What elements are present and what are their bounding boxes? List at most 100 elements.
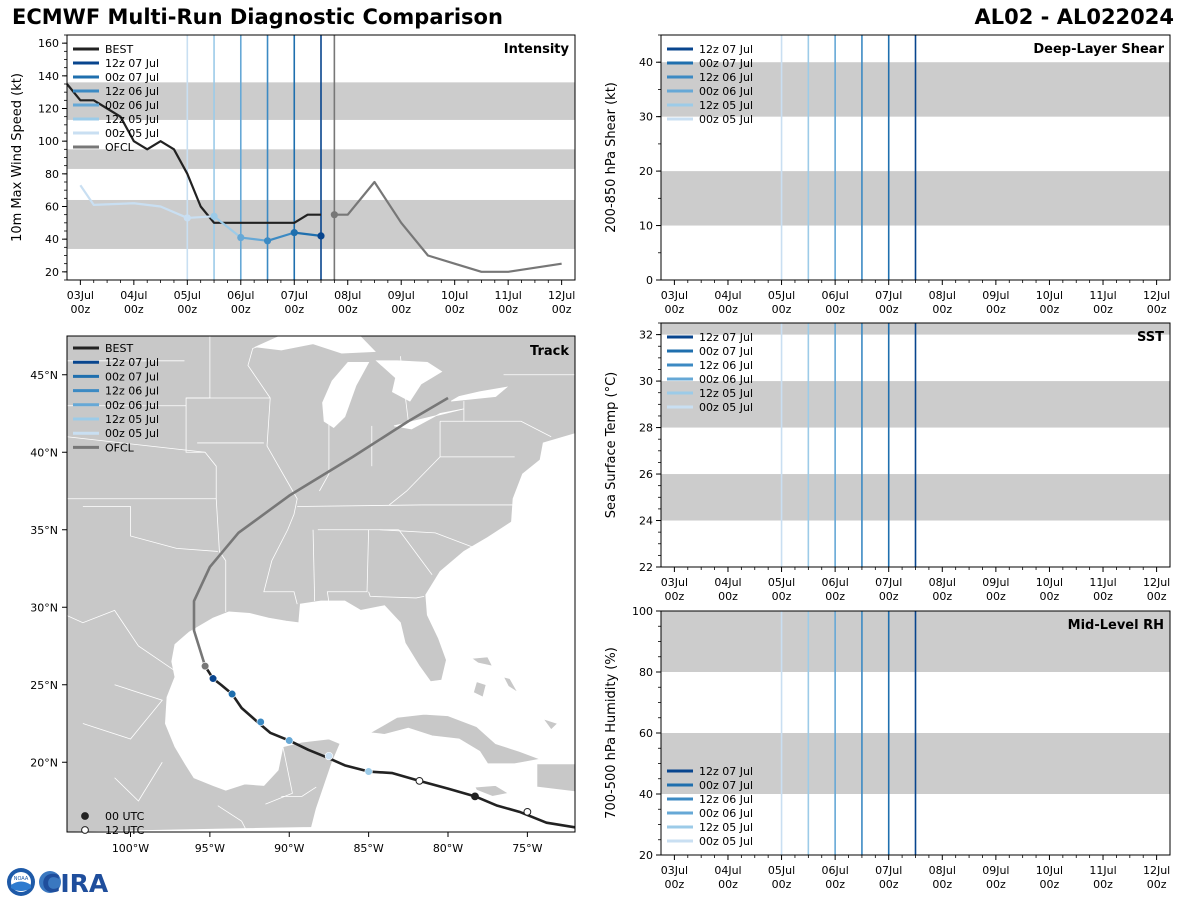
track-init-point-12z-05-jul: [364, 767, 373, 776]
intensity-xtick-label-sub: 00z: [391, 303, 411, 316]
lake-superior: [254, 336, 376, 354]
intensity-xtick-label: 10Jul: [441, 289, 468, 302]
sst-xtick-label-sub: 00z: [1040, 590, 1060, 603]
shear-xtick-label-sub: 00z: [879, 303, 899, 316]
intensity-xtick-label: 08Jul: [334, 289, 361, 302]
intensity-ytick-label: 160: [38, 37, 59, 50]
track-lon-label: 95°W: [195, 842, 225, 855]
intensity-init-marker-12z-05-jul: [210, 212, 218, 220]
best-marker-00utc: [471, 792, 479, 801]
intensity-xtick-label-sub: 00z: [552, 303, 572, 316]
rh-legend-item: 00z 07 Jul: [699, 779, 753, 792]
intensity-init-marker-00z-05-jul: [183, 214, 191, 222]
intensity-xtick-label-sub: 00z: [445, 303, 465, 316]
sst-xtick-label: 08Jul: [929, 576, 956, 589]
shear-legend-item: 00z 05 Jul: [699, 113, 753, 126]
track-init-point-00z-07-jul: [228, 689, 237, 699]
shear-xtick-label-sub: 00z: [718, 303, 738, 316]
intensity-ylabel: 10m Max Wind Speed (kt): [10, 73, 25, 242]
track-legend-item: 00z 06 Jul: [105, 399, 159, 412]
track-lon-label: 80°W: [433, 842, 463, 855]
intensity-ytick-label: 140: [38, 70, 59, 83]
intensity-xtick-label: 09Jul: [388, 289, 415, 302]
border-line-15: [312, 529, 316, 602]
track-lon-label: 85°W: [353, 842, 383, 855]
shear-xtick-label: 12Jul: [1143, 289, 1170, 302]
noaa-badge-text: NOAA: [14, 876, 29, 882]
track-legend-item: 12z 05 Jul: [105, 413, 159, 426]
bahamas-land: [472, 681, 487, 698]
rh-xtick-label-sub: 00z: [665, 878, 685, 891]
shear-xtick-label: 09Jul: [982, 289, 1009, 302]
track-lon-label: 100°W: [112, 842, 149, 855]
rh-xtick-label: 03Jul: [661, 864, 688, 877]
rh-xtick-label-sub: 00z: [772, 878, 792, 891]
border-line-27: [217, 805, 248, 832]
border-line-24: [67, 609, 176, 672]
lake-ontario: [450, 386, 509, 402]
intensity-ytick-label: 120: [38, 103, 59, 116]
intensity-init-marker-12z-06-jul: [263, 237, 272, 245]
bahamas-land: [502, 676, 519, 693]
intensity-legend-item: 00z 07 Jul: [105, 71, 159, 84]
intensity-xtick-label-sub: 00z: [124, 303, 144, 316]
rh-xtick-label: 08Jul: [929, 864, 956, 877]
sst-ytick-label: 22: [639, 561, 653, 574]
sst-xtick-label-sub: 00z: [986, 590, 1006, 603]
marker-legend-symbol: [81, 812, 89, 820]
sst-xtick-label-sub: 00z: [932, 590, 952, 603]
marker-legend-item: 12 UTC: [105, 824, 145, 837]
sst-xtick-label-sub: 00z: [665, 590, 685, 603]
shear-legend-item: 12z 07 Jul: [699, 43, 753, 56]
rh-ytick-label: 40: [639, 788, 653, 801]
rh-legend-item: 12z 07 Jul: [699, 765, 753, 778]
border-line-21: [389, 456, 515, 506]
storm-id: AL02 - AL022024: [974, 5, 1175, 29]
rh-xtick-label-sub: 00z: [718, 878, 738, 891]
rh-xtick-label: 05Jul: [768, 864, 795, 877]
border-line-28: [281, 786, 317, 797]
shear-ytick-label: 40: [639, 56, 653, 69]
intensity-series-12z-06-jul: [267, 231, 295, 242]
marker-legend-symbol: [81, 826, 89, 834]
rh-xtick-label-sub: 00z: [986, 878, 1006, 891]
track-map-layer: [67, 336, 575, 832]
intensity-xtick-label: 11Jul: [495, 289, 522, 302]
rh-ytick-label: 60: [639, 727, 653, 740]
shear-xtick-label-sub: 00z: [1147, 303, 1167, 316]
bahamas-land: [542, 718, 559, 731]
sst-panel: 22242628303203Jul00z04Jul00z05Jul00z06Ju…: [604, 322, 1171, 603]
sst-xtick-label: 09Jul: [982, 576, 1009, 589]
track-legend-item: 12z 07 Jul: [105, 356, 159, 369]
intensity-xtick-label: 03Jul: [67, 289, 94, 302]
rh-xtick-label: 06Jul: [821, 864, 848, 877]
sst-ylabel: Sea Surface Temp (°C): [604, 372, 619, 519]
intensity-legend-item: 00z 05 Jul: [105, 127, 159, 140]
intensity-xtick-label: 06Jul: [227, 289, 254, 302]
sst-legend-item: 00z 06 Jul: [699, 373, 753, 386]
hispaniola-land: [536, 763, 575, 793]
cira-logo: NOAA CIRA: [4, 866, 114, 902]
rh-legend-item: 00z 05 Jul: [699, 835, 753, 848]
track-init-point-00z-05-jul: [324, 751, 334, 761]
sst-xtick-label: 06Jul: [821, 576, 848, 589]
intensity-series-00z-07-jul: [294, 231, 322, 237]
track-lat-label: 35°N: [30, 524, 58, 537]
sst-xtick-label: 10Jul: [1036, 576, 1063, 589]
intensity-init-marker-00z-07-jul: [290, 229, 298, 237]
intensity-xtick-label-sub: 00z: [177, 303, 197, 316]
shear-legend-item: 12z 05 Jul: [699, 99, 753, 112]
border-line-19: [379, 529, 472, 548]
intensity-legend-item: 12z 05 Jul: [105, 113, 159, 126]
shear-xtick-label: 10Jul: [1036, 289, 1063, 302]
intensity-xtick-label-sub: 00z: [284, 303, 304, 316]
rh-xtick-label: 04Jul: [714, 864, 741, 877]
border-line-29: [265, 746, 293, 805]
sst-legend-item: 12z 06 Jul: [699, 359, 753, 372]
sst-legend-item: 12z 07 Jul: [699, 331, 753, 344]
track-lon-label: 75°W: [512, 842, 542, 855]
sst-xtick-label: 07Jul: [875, 576, 902, 589]
track-init-point-12z-06-jul: [256, 717, 265, 727]
sst-xtick-label: 05Jul: [768, 576, 795, 589]
rh-ytick-label: 20: [639, 849, 653, 862]
